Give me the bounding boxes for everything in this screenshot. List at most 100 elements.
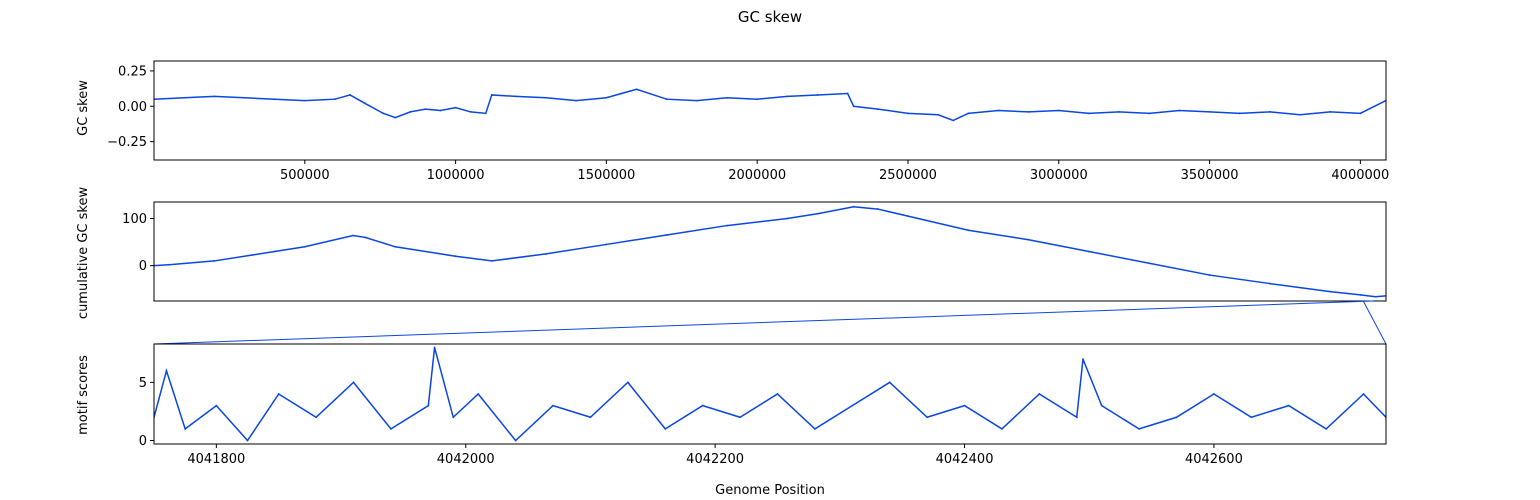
cum-data-point	[876, 208, 879, 210]
gc-data-point	[967, 112, 970, 115]
motif-data-point	[851, 404, 854, 407]
motif-x-tick-label: 4042400	[936, 452, 994, 467]
gc-data-point	[213, 95, 216, 98]
gc-data-point	[852, 105, 855, 108]
motif-data-point	[963, 404, 966, 407]
motif-data-point	[739, 416, 741, 419]
cum-data-point	[907, 215, 909, 218]
gc-data-point	[937, 113, 940, 116]
cum-data-point	[665, 234, 668, 236]
gc-skew-plot-frame	[153, 60, 1387, 161]
gc-data-point	[394, 116, 397, 119]
gc-data-point	[605, 96, 608, 99]
cum-data-point	[213, 260, 216, 262]
gc-data-point	[1118, 111, 1120, 113]
motif-y-tick-label: 5	[139, 376, 147, 391]
gc-data-point	[484, 112, 487, 115]
cumulative-gc-skew-y-label: cumulative GC skew	[76, 187, 91, 320]
gc-data-point	[469, 111, 472, 113]
gc-x-tick-label: 500000	[280, 168, 330, 183]
gc-data-point	[952, 119, 955, 122]
gc-series-line	[154, 88, 1386, 122]
cum-data-point	[852, 205, 855, 208]
gc-data-point	[876, 108, 879, 110]
gc-data-point	[303, 99, 306, 102]
motif-data-point	[215, 404, 218, 407]
gc-data-point	[515, 95, 517, 98]
motif-y-tick-label: 0	[139, 434, 147, 449]
motif-x-tick-label: 4042000	[437, 452, 495, 467]
motif-scores-ticks: 0 5 4041800 4042000 4042200 4042400 4042600	[139, 376, 1243, 467]
motif-data-point	[589, 416, 592, 419]
gc-data-point	[1057, 109, 1060, 112]
motif-data-point	[1001, 427, 1003, 430]
motif-data-point	[246, 439, 249, 442]
figure-title: GC skew	[738, 8, 802, 26]
cum-data-point	[1088, 250, 1090, 253]
cum-data-point	[1374, 295, 1377, 298]
gc-data-point	[439, 109, 442, 112]
motif-data-point	[315, 416, 318, 419]
gc-data-point	[575, 99, 578, 102]
motif-data-point	[1175, 416, 1178, 419]
motif-data-point	[1082, 358, 1084, 361]
motif-scores-panel: motif scores 0 5 4041800 4042000 4042200 4042…	[76, 343, 1387, 467]
gc-data-point	[726, 96, 728, 99]
gc-data-point	[273, 98, 276, 101]
motif-data-point	[277, 393, 280, 395]
cum-data-point	[454, 255, 457, 258]
motif-data-point	[776, 393, 779, 395]
motif-data-point	[1100, 404, 1103, 407]
cum-series-line	[154, 205, 1386, 298]
motif-data-point	[165, 369, 168, 372]
cum-data-point	[303, 245, 306, 248]
motif-data-point	[1287, 404, 1290, 407]
gc-data-point	[1148, 112, 1151, 115]
cumulative-gc-skew-plot-frame	[153, 201, 1387, 302]
gc-data-point	[409, 111, 412, 113]
motif-data-point	[926, 416, 929, 419]
gc-x-tick-label: 3000000	[1030, 168, 1088, 183]
motif-data-point	[433, 346, 436, 349]
gc-skew-y-label: GC skew	[76, 80, 91, 136]
cum-data-point	[816, 212, 819, 215]
motif-data-point	[514, 439, 517, 442]
motif-data-point	[626, 381, 629, 384]
gc-data-point	[424, 108, 427, 110]
motif-data-point	[352, 381, 355, 384]
x-axis-label: Genome Position	[715, 483, 825, 498]
motif-x-tick-label: 4042200	[686, 452, 744, 467]
motif-data-point	[1325, 427, 1328, 430]
motif-data-point	[1138, 427, 1140, 430]
motif-series-line	[154, 347, 1386, 442]
cumulative-gc-skew-panel: cumulative GC skew 0 100	[76, 187, 1387, 320]
motif-scores-series	[154, 346, 1386, 442]
gc-data-point	[635, 88, 638, 91]
gc-data-point	[846, 92, 849, 95]
cum-data-point	[967, 229, 970, 232]
motif-data-point	[184, 427, 187, 430]
motif-data-point	[1038, 393, 1041, 395]
motif-data-point	[1362, 393, 1365, 395]
cum-data-point	[168, 263, 170, 266]
gc-data-point	[1329, 111, 1332, 113]
gc-x-tick-label: 2500000	[879, 168, 937, 183]
cum-data-point	[352, 234, 354, 237]
cum-data-point	[490, 260, 493, 262]
zoom-connector-right	[1362, 300, 1387, 345]
cum-data-point	[1329, 290, 1332, 293]
motif-data-point	[552, 404, 554, 407]
gc-data-point	[1178, 109, 1181, 112]
gc-skew-ticks: −0.25 0.00 0.25 500000 1000000 1500000 2000000…	[107, 64, 1389, 183]
gc-data-point	[907, 112, 909, 115]
gc-data-point	[454, 106, 457, 109]
gc-y-tick-label: −0.25	[107, 135, 147, 150]
gc-skew-series	[154, 88, 1386, 122]
motif-data-point	[1250, 416, 1253, 419]
cum-data-point	[545, 252, 547, 255]
gc-data-point	[490, 94, 493, 96]
gc-data-point	[786, 95, 789, 98]
gc-data-point	[1027, 111, 1030, 113]
motif-data-point	[813, 427, 816, 430]
